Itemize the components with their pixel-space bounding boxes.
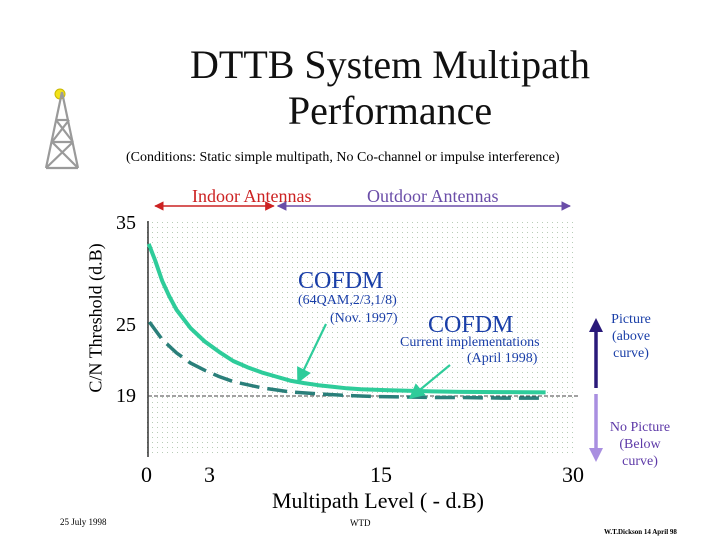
footer-date: 25 July 1998 [60, 517, 107, 527]
outdoor-antennas-label: Outdoor Antennas [367, 186, 499, 206]
y-tick-25: 25 [116, 314, 136, 336]
cofdm-nov-date: (Nov. 1997) [330, 311, 398, 326]
y-tick-35: 35 [116, 212, 136, 234]
x-tick-0: 0 [141, 462, 152, 487]
plot-area [146, 221, 576, 457]
apr-1998-pointer-arrow [408, 364, 451, 399]
cofdm-nov-label: COFDM [298, 268, 384, 294]
no-picture-down-arrowhead [589, 448, 603, 462]
series-nov-1997-line [146, 243, 546, 395]
no-picture-region-label: No Picture (Below curve) [596, 419, 684, 470]
nopicture-line-1: No Picture [609, 420, 671, 435]
cofdm-apr-label: COFDM [428, 312, 514, 338]
y-tick-19: 19 [116, 385, 136, 407]
picture-region-label: Picture (above curve) [596, 311, 666, 362]
cofdm-apr-date: (April 1998) [467, 351, 538, 366]
slide-title: DTTB System Multipath Performance [150, 42, 630, 134]
slide-subtitle: (Conditions: Static simple multipath, No… [126, 150, 560, 165]
antenna-tower-icon [44, 88, 80, 170]
nopicture-line-3: curve) [622, 454, 658, 469]
picture-up-arrowhead [589, 318, 603, 332]
cofdm-nov-detail: (64QAM,2/3,1/8) [298, 293, 397, 308]
title-line-1: DTTB System Multipath [190, 42, 590, 87]
footer-center: WTD [350, 518, 371, 528]
title-line-2: Performance [287, 88, 493, 133]
x-tick-15: 15 [370, 462, 392, 487]
indoor-antennas-label: Indoor Antennas [192, 186, 312, 206]
nov-1997-pointer-arrow [297, 323, 327, 384]
x-axis-label: Multipath Level ( - d.B) [272, 488, 485, 513]
picture-line-3: curve) [613, 346, 649, 361]
x-tick-30: 30 [562, 462, 584, 487]
nopicture-line-2: (Below [619, 437, 661, 452]
footer-credit: W.T.Dickson 14 April 98 [604, 528, 677, 536]
cofdm-apr-detail: Current implementations [400, 335, 540, 350]
x-tick-3: 3 [204, 462, 215, 487]
picture-line-2: (above [611, 329, 651, 344]
series-current-implementations-line [147, 320, 546, 400]
picture-line-1: Picture [611, 312, 651, 327]
